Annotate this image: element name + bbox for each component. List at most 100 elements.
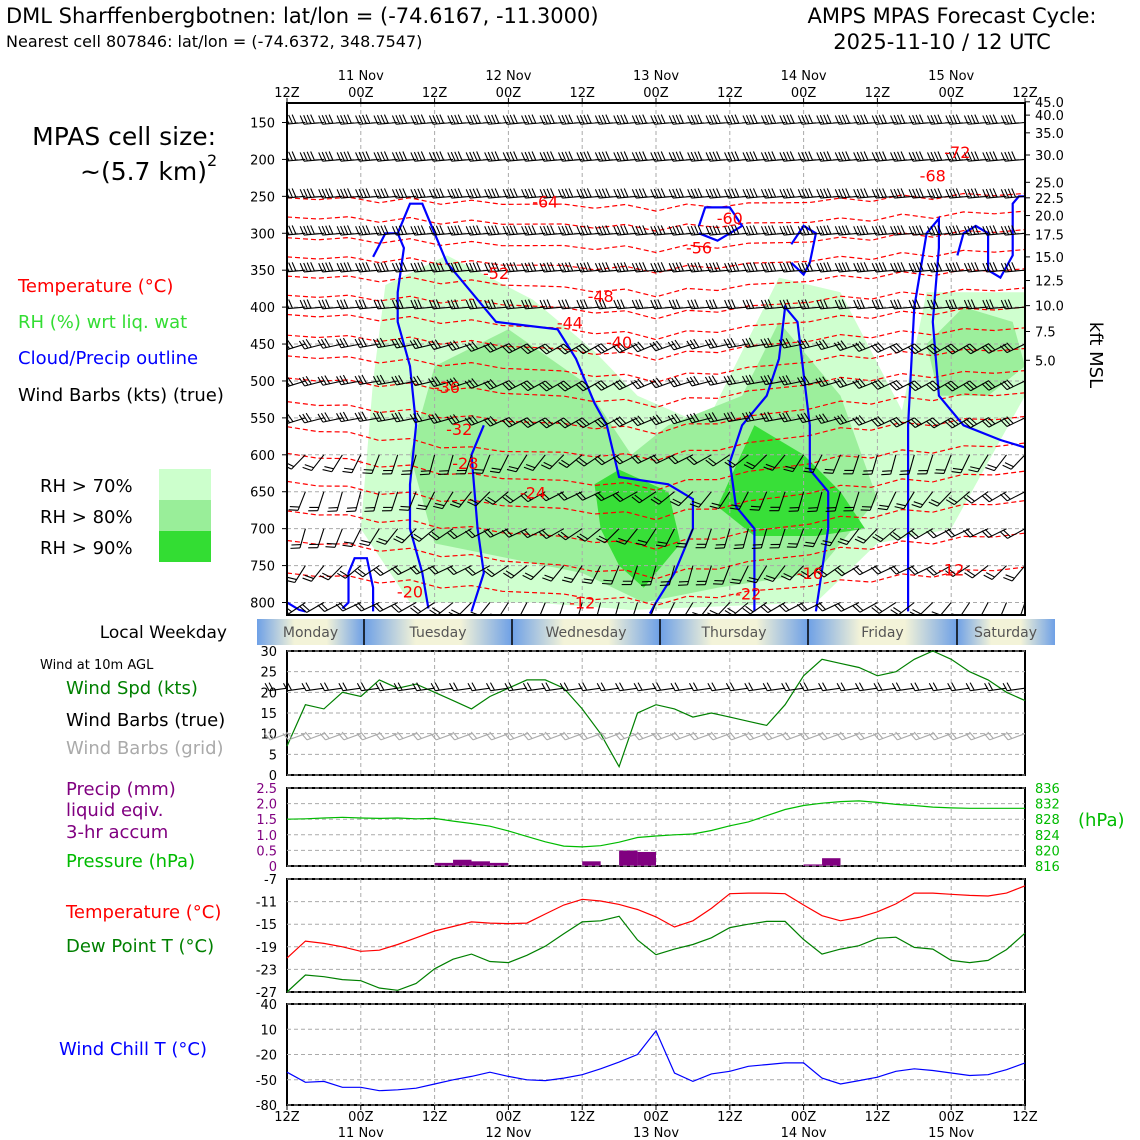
wind-barb-flag <box>697 151 703 161</box>
wind-barb-flag <box>398 299 404 309</box>
wind-barb-grid-flag <box>356 733 363 741</box>
wind-chill-tick-label: 40 <box>260 998 277 1013</box>
wind-barb <box>467 491 491 507</box>
wind-barb-flag <box>826 151 832 161</box>
wind-barb <box>335 602 362 612</box>
wind-barb-true-flag <box>951 682 957 691</box>
precip-label-3: 3-hr accum <box>66 822 168 843</box>
wind-barb-flag <box>907 346 916 355</box>
wind-barb-true-flag <box>855 682 861 691</box>
wind-barb <box>382 454 399 475</box>
pressure-tick-label: 600 <box>250 449 275 464</box>
wind-barb-flag <box>531 188 537 198</box>
wind-barb <box>337 565 362 579</box>
wind-barb-flag <box>380 299 386 309</box>
wind-barb-flag <box>742 607 751 615</box>
wind-barb-flag <box>855 566 864 574</box>
wind-barb <box>729 491 749 511</box>
temp-series-line <box>286 915 1026 993</box>
wind-barb-flag <box>365 507 375 509</box>
time-tick-label-top: 00Z <box>938 86 964 101</box>
wind-barb-shaft <box>998 602 1008 615</box>
wind-barb-flag <box>520 530 528 539</box>
wind-barb-flag <box>505 344 513 352</box>
wind-barb-flag <box>325 114 330 124</box>
wind-barb <box>889 565 915 575</box>
wind-barb-flag <box>1011 114 1017 124</box>
wind-barb-flag <box>337 572 346 579</box>
wind-barb <box>594 114 620 125</box>
wind-barb-flag <box>582 581 592 584</box>
wind-barb-flag <box>834 604 842 612</box>
wind-barb-true <box>910 682 933 692</box>
wind-barb-flag <box>933 114 939 124</box>
wind-barb-flag <box>542 419 550 427</box>
wind-barb <box>650 188 675 199</box>
wind-barb-flag <box>541 492 550 500</box>
wind-barb-flag <box>428 226 434 236</box>
wind-barb <box>724 114 749 125</box>
wind-barb-true-flag <box>563 682 569 691</box>
wind-barb-flag <box>969 343 978 351</box>
day-label-top: 13 Nov <box>633 69 679 84</box>
weekday-name: Tuesday <box>409 625 467 641</box>
wind-barb <box>871 151 896 162</box>
wind-barb-flag <box>690 225 696 235</box>
wind-barb <box>779 114 804 125</box>
wind-barb <box>843 454 860 475</box>
wind-barb <box>668 151 693 162</box>
wind-barb-flag <box>952 467 963 471</box>
wind-barb-flag <box>568 114 574 124</box>
wind-barb <box>537 602 546 615</box>
wind-barb <box>648 602 657 615</box>
wind-barb-flag <box>948 262 954 272</box>
wind-barb <box>410 299 435 310</box>
wind-barb-flag <box>695 547 706 549</box>
wind-barb-grid-flag <box>743 733 751 741</box>
wind-barb-flag <box>298 340 305 350</box>
wind-barb-flag <box>675 151 681 161</box>
wind-barb-flag <box>785 465 795 470</box>
wind-barb-flag <box>361 337 367 347</box>
wind-barb-flag <box>428 415 435 424</box>
wind-barb-flag <box>540 464 550 470</box>
wind-barb-flag <box>874 565 882 574</box>
wind-barb-flag <box>900 262 906 272</box>
wind-barb-flag <box>749 188 755 198</box>
wind-barb <box>502 262 527 273</box>
wind-barb-flag <box>420 225 426 235</box>
wind-barb-flag <box>675 262 681 272</box>
wind-barb-flag <box>508 465 519 470</box>
wind-barb-flag <box>982 152 988 162</box>
wind-barb-flag <box>339 570 349 577</box>
wind-barb <box>447 299 472 310</box>
wind-barb-grid-flag <box>526 731 533 739</box>
wind-barb-shaft <box>958 602 971 615</box>
wind-barb-flag <box>550 114 555 124</box>
wind-barb-flag <box>288 188 293 198</box>
wind-barb-flag <box>354 412 361 422</box>
wind-barb-true-flag <box>873 682 879 691</box>
wind-barb <box>964 565 989 579</box>
wind-barb-true-flag <box>338 682 344 691</box>
wind-barb-flag <box>826 507 837 509</box>
wind-barb <box>704 338 730 349</box>
wind-barb-flag <box>704 376 711 386</box>
wind-barb-flag <box>763 375 770 385</box>
time-tick-label-bottom: 00Z <box>643 1110 669 1125</box>
wind-barb-flag <box>576 115 582 125</box>
wind-barb-flag <box>912 262 917 272</box>
wind-barb <box>308 491 325 512</box>
wind-barb-flag <box>900 151 906 161</box>
temp-tick-label: -7 <box>264 873 277 888</box>
wind-barb-flag <box>800 413 807 423</box>
wind-barb-flag <box>1004 225 1010 235</box>
wind-barb-true-flag <box>965 682 971 691</box>
forecast-cycle-date: 2025-11-10 / 12 UTC <box>833 30 1051 54</box>
wind-barb-flag <box>650 115 656 125</box>
wind-barb <box>945 299 970 310</box>
wind-barb-flag <box>539 152 545 162</box>
wind-barb <box>539 188 564 199</box>
isotherm-label: -12 <box>938 560 964 579</box>
wind-barb-flag <box>505 418 513 426</box>
